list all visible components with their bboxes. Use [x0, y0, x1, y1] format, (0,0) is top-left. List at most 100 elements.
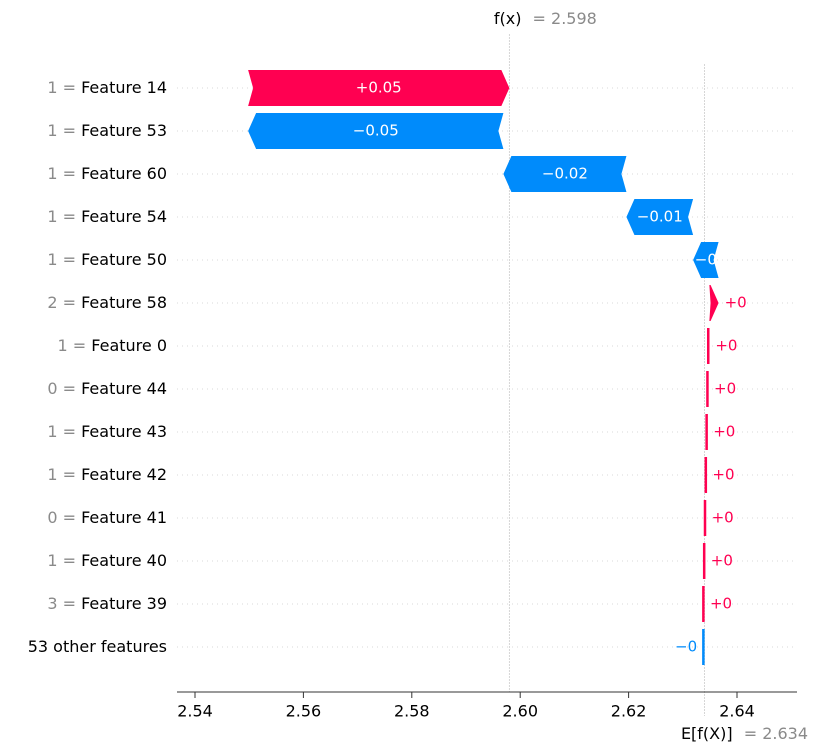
waterfall-bar: [693, 242, 719, 278]
bar-value-label: −0.01: [637, 208, 683, 226]
x-tick-label: 2.60: [502, 702, 538, 721]
feature-value: 1: [47, 78, 57, 97]
feature-name: 53 other features: [28, 637, 167, 656]
feature-name: Feature 53: [81, 121, 167, 140]
bar-value-label: +0: [710, 595, 732, 613]
reference-lines: [508, 34, 705, 716]
feature-name: Feature 43: [81, 422, 167, 441]
feature-name: Feature 54: [81, 207, 167, 226]
waterfall-bar: [703, 500, 707, 536]
feature-name: Feature 58: [81, 293, 167, 312]
row-gridlines: [177, 87, 797, 648]
bar-value-label: +0: [713, 423, 735, 441]
waterfall-bar: [705, 414, 708, 450]
feature-label: 1 = Feature 0: [58, 336, 168, 355]
feature-equals: =: [58, 164, 82, 183]
bar-value-label: +0: [714, 380, 736, 398]
efx-value: = 2.634: [744, 724, 808, 743]
feature-name: Feature 41: [81, 508, 167, 527]
feature-equals: =: [58, 422, 82, 441]
feature-equals: =: [58, 207, 82, 226]
x-axis: 2.54 2.56 2.58 2.60 2.62 2.64: [177, 691, 797, 721]
feature-name: Feature 42: [81, 465, 167, 484]
waterfall-bar: [709, 285, 719, 321]
x-tick-label: 2.56: [286, 702, 322, 721]
waterfall-bar: [702, 586, 705, 622]
feature-value: 0: [47, 508, 57, 527]
feature-name: Feature 40: [81, 551, 167, 570]
feature-name: Feature 60: [81, 164, 167, 183]
feature-value: 3: [47, 594, 57, 613]
feature-label: 2 = Feature 58: [47, 293, 167, 312]
bar-value-label: +0: [715, 337, 737, 355]
feature-value: 1: [47, 164, 57, 183]
fx-annotation: f(x) = 2.598: [494, 9, 597, 28]
feature-label: 0 = Feature 41: [47, 508, 167, 527]
feature-label: 1 = Feature 14: [47, 78, 167, 97]
feature-value: 1: [47, 207, 57, 226]
feature-value: 2: [47, 293, 57, 312]
y-labels: 1 = Feature 141 = Feature 531 = Feature …: [28, 78, 167, 656]
feature-label: 1 = Feature 60: [47, 164, 167, 183]
feature-value: 1: [47, 121, 57, 140]
bar-value-label: −0.02: [542, 165, 588, 183]
feature-label: 1 = Feature 40: [47, 551, 167, 570]
feature-value: 1: [47, 422, 57, 441]
feature-equals: =: [58, 508, 82, 527]
x-tick-label: 2.64: [719, 702, 755, 721]
efx-annotation: E[f(X)] = 2.634: [681, 724, 808, 743]
feature-label: 1 = Feature 50: [47, 250, 167, 269]
waterfall-bar: [707, 328, 710, 364]
bars: +0.05 −0.05 −0.02 −0.01 −0 +0 +0 +0 +0 +0 +0 +0 +0 −0: [248, 70, 747, 665]
feature-name: Feature 39: [81, 594, 167, 613]
feature-value: 1: [47, 250, 57, 269]
feature-equals: =: [58, 121, 82, 140]
bar-value-label: −0.05: [353, 122, 399, 140]
feature-equals: =: [58, 551, 82, 570]
x-tick-label: 2.54: [177, 702, 213, 721]
feature-label: 53 other features: [28, 637, 167, 656]
bar-value-label: +0: [712, 509, 734, 527]
waterfall-bar: [248, 70, 510, 106]
waterfall-bar: [503, 156, 627, 192]
waterfall-bar: [702, 543, 706, 579]
feature-equals: =: [58, 78, 82, 97]
feature-equals: =: [68, 336, 92, 355]
feature-equals: =: [58, 293, 82, 312]
efx-label: E[f(X)]: [681, 724, 733, 743]
bar-value-label: +0.05: [356, 79, 402, 97]
bar-value-label: +0: [712, 466, 734, 484]
feature-value: 0: [47, 379, 57, 398]
feature-equals: =: [58, 594, 82, 613]
bar-value-label: −0: [695, 251, 717, 269]
feature-name: Feature 0: [91, 336, 167, 355]
feature-label: 1 = Feature 53: [47, 121, 167, 140]
feature-value: 1: [47, 551, 57, 570]
waterfall-bar: [702, 629, 705, 665]
x-tick-label: 2.62: [611, 702, 647, 721]
bar-value-label: +0: [711, 552, 733, 570]
x-ticks: 2.54 2.56 2.58 2.60 2.62 2.64: [177, 692, 755, 721]
feature-name: Feature 50: [81, 250, 167, 269]
feature-value: 1: [58, 336, 68, 355]
fx-label: f(x): [494, 9, 522, 28]
feature-label: 1 = Feature 54: [47, 207, 167, 226]
bar-value-label: +0: [725, 294, 747, 312]
feature-value: 1: [47, 465, 57, 484]
waterfall-bar: [704, 457, 708, 493]
x-tick-label: 2.58: [394, 702, 430, 721]
waterfall-bar: [626, 199, 694, 235]
waterfall-bar: [706, 371, 709, 407]
waterfall-bar: [248, 113, 504, 149]
feature-label: 1 = Feature 43: [47, 422, 167, 441]
bar-value-label: −0: [675, 638, 697, 656]
feature-label: 0 = Feature 44: [47, 379, 167, 398]
feature-label: 1 = Feature 42: [47, 465, 167, 484]
feature-equals: =: [58, 465, 82, 484]
feature-name: Feature 14: [81, 78, 167, 97]
feature-equals: =: [58, 250, 82, 269]
feature-name: Feature 44: [81, 379, 167, 398]
feature-equals: =: [58, 379, 82, 398]
feature-label: 3 = Feature 39: [47, 594, 167, 613]
